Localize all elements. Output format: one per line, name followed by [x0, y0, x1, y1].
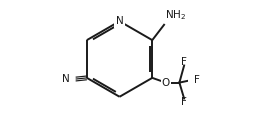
Text: O: O: [162, 78, 170, 88]
Text: NH$_2$: NH$_2$: [165, 9, 186, 22]
Text: F: F: [181, 97, 187, 107]
Text: F: F: [194, 75, 199, 85]
Text: N: N: [62, 74, 70, 84]
Text: N: N: [116, 16, 123, 26]
Text: F: F: [181, 57, 187, 67]
